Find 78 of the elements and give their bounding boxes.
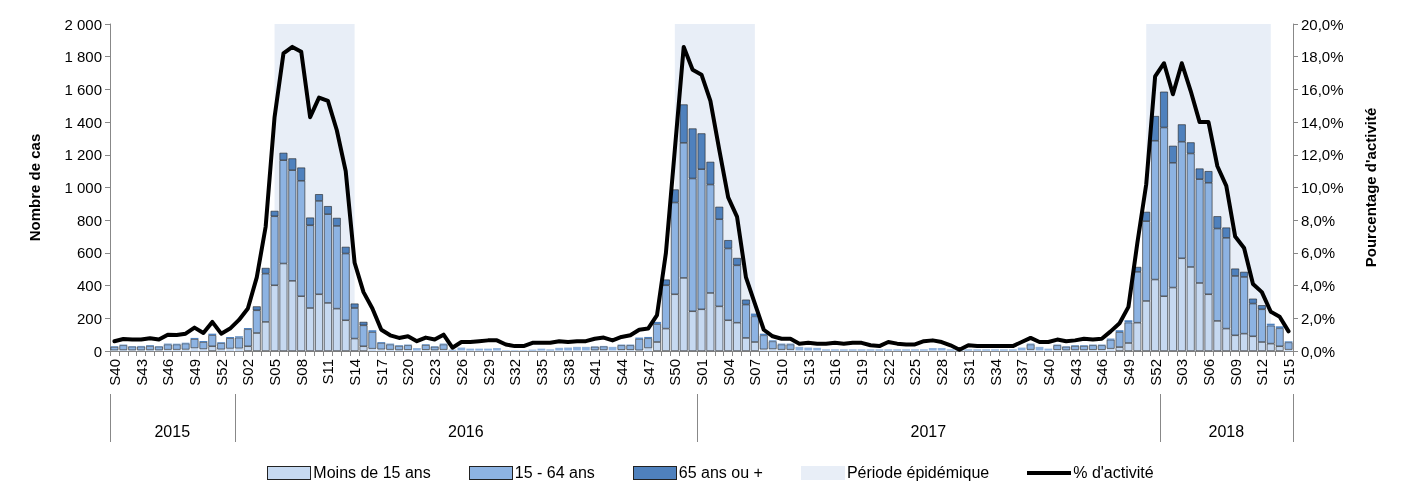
x-tick-label: S25 xyxy=(906,359,924,386)
x-tick-label: S35 xyxy=(532,359,550,386)
x-tick-label: S26 xyxy=(452,359,470,386)
x-tick-label: S09 xyxy=(1226,359,1244,386)
y-tick-label: 800 xyxy=(76,211,102,229)
legend-label: 65 ans ou + xyxy=(678,464,763,482)
y2-tick-label: 18,0% xyxy=(1301,48,1344,66)
x-tick-label: S14 xyxy=(346,359,364,386)
x-tick-label: S34 xyxy=(986,359,1004,386)
x-tick-label: S28 xyxy=(933,359,951,386)
y-tick-label: 1 000 xyxy=(64,179,102,196)
x-tick-label: S05 xyxy=(266,359,284,386)
legend-label: Période épidémique xyxy=(846,464,990,482)
y-tick-label: 2 000 xyxy=(64,15,102,33)
y2-tick-label: 2,0% xyxy=(1301,309,1336,327)
x-tick-label: S47 xyxy=(639,359,657,386)
x-tick-label: S22 xyxy=(879,359,897,386)
y2-tick-label: 0,0% xyxy=(1301,342,1336,360)
text: 2016 xyxy=(447,422,484,440)
x-tick-label: S06 xyxy=(1200,359,1217,386)
x-tick-label: S31 xyxy=(959,359,977,386)
legend-label: Moins de 15 ans xyxy=(313,464,431,482)
x-tick-label: S46 xyxy=(1093,359,1111,386)
x-tick-label: S20 xyxy=(399,359,417,386)
x-tick-label: S40 xyxy=(105,359,123,386)
x-tick-label: S44 xyxy=(612,359,630,386)
y-tick-label: 0 xyxy=(93,342,102,360)
x-tick-label: S08 xyxy=(292,359,310,386)
x-tick-label: S19 xyxy=(853,359,871,386)
y2-tick-label: 12,0% xyxy=(1301,146,1344,164)
x-tick-label: S32 xyxy=(506,359,524,386)
x-tick-label: S46 xyxy=(159,359,177,386)
text: 2018 xyxy=(1208,422,1245,440)
y-tick-label: 1 400 xyxy=(64,113,102,131)
x-tick-label: S16 xyxy=(826,359,844,386)
x-tick-label: S41 xyxy=(586,359,604,386)
x-tick-label: S11 xyxy=(319,359,337,385)
x-tick-label: S43 xyxy=(1066,359,1084,386)
y-tick-label: 400 xyxy=(76,277,102,295)
x-tick-label: S03 xyxy=(1173,359,1191,386)
legend-label: 15 - 64 ans xyxy=(514,464,595,482)
y2-tick-label: 8,0% xyxy=(1301,211,1336,229)
y2-tick-label: 4,0% xyxy=(1301,277,1336,295)
x-tick-label: S49 xyxy=(186,359,203,386)
y2-tick-label: 14,0% xyxy=(1301,113,1344,131)
x-tick-label: S17 xyxy=(372,359,390,386)
x-tick-label: S37 xyxy=(1013,359,1031,386)
y2-axis-title: Pourcentage d'activité xyxy=(1362,107,1379,268)
x-tick-label: S10 xyxy=(773,359,791,386)
x-tick-label: S02 xyxy=(239,359,257,386)
y-axis-title: Nombre de cas xyxy=(26,133,43,242)
y2-tick-label: 10,0% xyxy=(1301,179,1344,196)
y-tick-label: 1 800 xyxy=(64,48,102,66)
x-tick-label: S23 xyxy=(426,359,444,386)
x-tick-label: S13 xyxy=(799,359,817,386)
text: 2017 xyxy=(910,422,947,440)
x-tick-label: S49 xyxy=(1119,359,1137,386)
legend-label: % d'activité xyxy=(1073,464,1154,482)
x-tick-label: S50 xyxy=(666,359,684,386)
y2-tick-label: 20,0% xyxy=(1301,15,1344,33)
y-tick-label: 1 600 xyxy=(64,80,102,98)
y2-tick-label: 6,0% xyxy=(1301,244,1336,262)
x-tick-label: S38 xyxy=(559,359,577,386)
x-tick-label: S43 xyxy=(132,359,150,386)
x-tick-label: S52 xyxy=(1146,359,1164,386)
x-tick-label: S15 xyxy=(1280,359,1298,386)
y-tick-label: 1 200 xyxy=(64,146,102,164)
y-tick-label: 200 xyxy=(76,309,102,327)
x-tick-label: S40 xyxy=(1039,359,1057,386)
text: 2015 xyxy=(154,422,191,440)
y2-tick-label: 16,0% xyxy=(1301,80,1344,98)
x-tick-label: S07 xyxy=(746,359,764,386)
y-tick-label: 600 xyxy=(76,244,102,262)
x-tick-label: S04 xyxy=(719,359,737,386)
x-tick-label: S52 xyxy=(212,359,230,386)
x-tick-label: S29 xyxy=(479,359,497,386)
x-tick-label: S01 xyxy=(693,359,710,386)
x-tick-label: S12 xyxy=(1253,359,1271,386)
